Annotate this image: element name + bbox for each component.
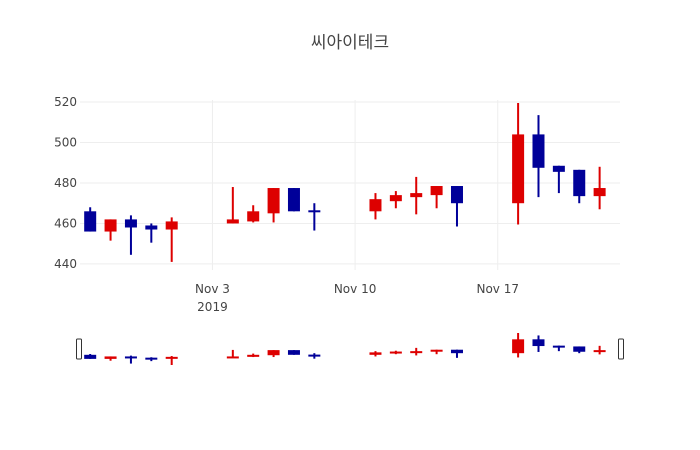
- candle[interactable]: [410, 176, 423, 215]
- candle[interactable]: [145, 223, 158, 243]
- candle[interactable]: [389, 191, 402, 209]
- candle[interactable]: [165, 217, 178, 262]
- slider-candle: [532, 335, 545, 352]
- candle[interactable]: [308, 203, 321, 231]
- candle[interactable]: [573, 169, 586, 204]
- slider-candle: [410, 347, 423, 356]
- candle[interactable]: [104, 219, 117, 241]
- candle[interactable]: [552, 165, 565, 194]
- plot-area[interactable]: [84, 103, 606, 262]
- slider-candle: [430, 349, 443, 355]
- slider-candle: [512, 333, 525, 358]
- slider-candle: [573, 346, 586, 354]
- slider-candle: [389, 350, 402, 355]
- candle[interactable]: [287, 188, 300, 212]
- slider-candle: [165, 356, 178, 365]
- range-slider-right-handle[interactable]: [618, 338, 624, 360]
- x-tick-label: Nov 17: [476, 282, 519, 296]
- x-axis: Nov 3 2019 Nov 10 Nov 17: [195, 282, 519, 314]
- y-tick-label: 460: [54, 216, 77, 230]
- x-tick-year-label: 2019: [197, 300, 228, 314]
- slider-candle: [84, 353, 97, 359]
- y-tick-label: 500: [54, 136, 77, 150]
- slider-candle: [552, 345, 565, 352]
- y-tick-label: 440: [54, 257, 77, 271]
- slider-candle: [450, 349, 463, 358]
- candle[interactable]: [450, 186, 463, 227]
- candle[interactable]: [430, 186, 443, 209]
- candle[interactable]: [532, 115, 545, 198]
- y-tick-label: 520: [54, 95, 77, 109]
- x-tick-label: Nov 3: [195, 282, 230, 296]
- candle[interactable]: [593, 166, 606, 210]
- slider-candle: [267, 350, 280, 358]
- candle[interactable]: [84, 207, 97, 232]
- range-slider[interactable]: [76, 333, 624, 365]
- y-axis: 440 460 480 500 520: [54, 95, 77, 271]
- y-tick-label: 480: [54, 176, 77, 190]
- slider-candle: [247, 353, 260, 358]
- slider-candle: [104, 356, 117, 361]
- candle[interactable]: [369, 193, 382, 220]
- candle[interactable]: [226, 187, 239, 224]
- slider-candle: [593, 345, 606, 355]
- candle[interactable]: [267, 188, 280, 223]
- chart-title: 씨아이테크: [311, 33, 389, 53]
- slider-candle: [287, 350, 300, 355]
- slider-candle: [145, 357, 158, 362]
- range-slider-left-handle[interactable]: [76, 338, 82, 360]
- slider-candle: [226, 349, 239, 359]
- candle[interactable]: [512, 103, 525, 225]
- candle[interactable]: [124, 215, 137, 255]
- slider-candle: [369, 351, 382, 357]
- candle[interactable]: [247, 205, 260, 223]
- x-tick-label: Nov 10: [334, 282, 377, 296]
- slider-candle: [308, 353, 321, 359]
- slider-candle: [124, 355, 137, 364]
